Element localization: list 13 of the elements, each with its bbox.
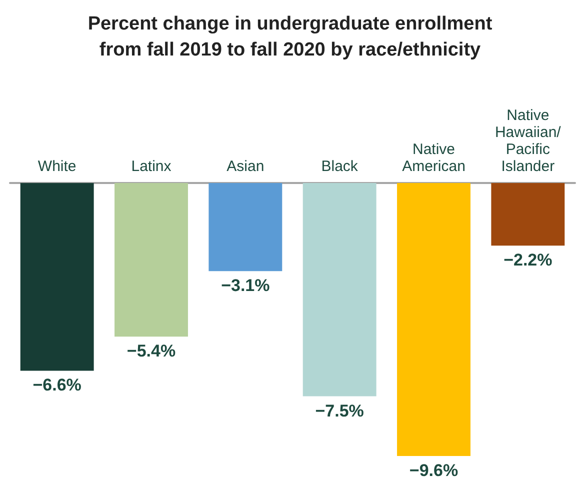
x-tick-label: Native American <box>402 141 466 175</box>
x-tick-label: Latinx <box>131 158 172 175</box>
data-label: −9.6% <box>409 461 458 480</box>
data-label: −7.5% <box>315 401 364 420</box>
data-label: −3.1% <box>221 276 270 296</box>
x-tick-label: Black <box>321 158 358 175</box>
x-tick-label: White <box>38 158 76 175</box>
data-label: −2.2% <box>504 250 552 270</box>
chart-title: Percent change in undergraduate enrollment from fall 2019 to fall 2020 by race/ethnicity <box>88 14 493 60</box>
data-label: −5.4% <box>126 342 176 361</box>
x-tick-label: Asian <box>226 158 264 175</box>
data-label: −6.6% <box>32 376 82 395</box>
x-tick-label: Native Hawaiian/ Pacific Islander <box>494 107 562 175</box>
